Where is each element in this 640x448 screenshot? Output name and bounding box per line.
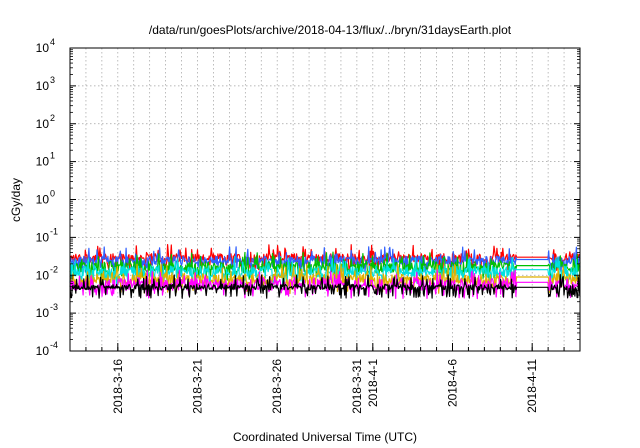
x-tick-label: 2018-4-11 (525, 359, 539, 413)
x-tick-label: 2018-3-31 (350, 359, 364, 414)
y-tick-label: 10 (36, 41, 50, 55)
y-tick-label: 10 (36, 306, 50, 320)
y-tick-exponent: 2 (50, 113, 55, 123)
y-tick-label: 10 (36, 268, 50, 282)
y-tick-label: 10 (36, 193, 50, 207)
y-tick-exponent: -2 (50, 264, 58, 274)
y-tick-exponent: 3 (50, 75, 55, 85)
x-tick-label: 2018-3-26 (270, 359, 284, 414)
x-ticks: 2018-3-16 2018-3-21 2018-3-26 2018-3-31 2018… (85, 343, 565, 414)
x-tick-label: 2018-3-16 (111, 359, 125, 414)
y-tick-exponent: 0 (50, 189, 55, 199)
x-axis-label: Coordinated Universal Time (UTC) (233, 430, 417, 444)
y-tick-exponent: -3 (50, 302, 58, 312)
y-tick-label: 10 (36, 79, 50, 93)
y-tick-label: 10 (36, 344, 50, 358)
y-tick-exponent: 4 (50, 37, 55, 47)
y-tick-exponent: -1 (50, 226, 58, 236)
y-tick-exponent: 1 (50, 151, 55, 161)
y-tick-label: 10 (36, 230, 50, 244)
series-layer (69, 244, 581, 300)
x-tick-label: 2018-4-6 (446, 359, 460, 407)
x-tick-label: 2018-3-21 (191, 359, 205, 414)
grid (70, 48, 580, 351)
y-tick-label: 10 (36, 155, 50, 169)
chart-title: /data/run/goesPlots/archive/2018-04-13/f… (149, 23, 512, 37)
series-line-6 (69, 274, 581, 299)
x-tick-label: 2018-4-1 (366, 359, 380, 407)
y-axis-label: cGy/day (9, 178, 23, 222)
y-tick-exponent: -4 (50, 340, 58, 350)
y-tick-label: 10 (36, 117, 50, 131)
